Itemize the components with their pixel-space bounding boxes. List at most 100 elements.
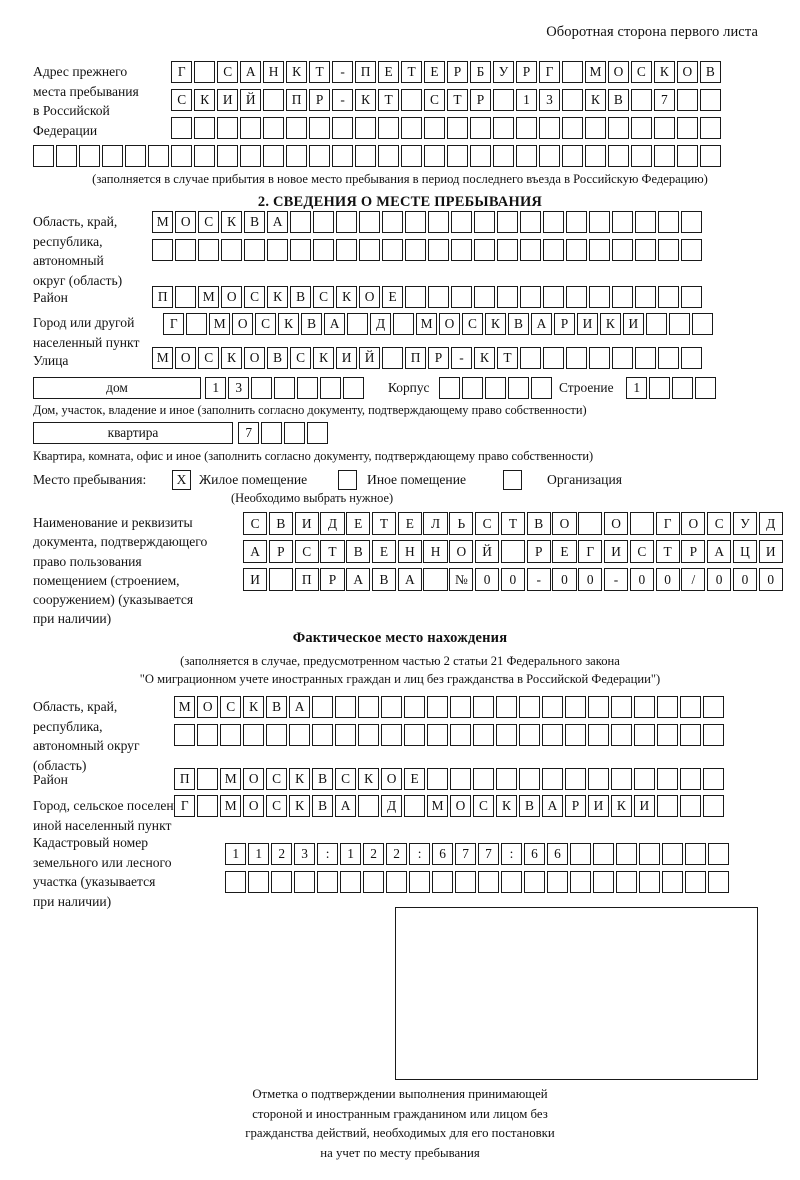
cadastral-cell-r1-20[interactable] <box>661 843 684 865</box>
region-cell-r2-15[interactable] <box>473 239 496 261</box>
prev-address-cell-r4-5[interactable] <box>124 145 147 167</box>
actual-region-cell-r1-1[interactable]: М <box>174 696 196 718</box>
region-cell-r1-12[interactable] <box>404 211 427 233</box>
cadastral-cell-r1-15[interactable]: 6 <box>546 843 569 865</box>
cadastral-cell-r1-8[interactable]: 2 <box>385 843 408 865</box>
prev-address-cell-r1-15[interactable]: У <box>492 61 515 83</box>
actual-region-cell-r1-17[interactable] <box>541 696 564 718</box>
district-cell-23[interactable] <box>657 286 680 308</box>
street-cell-19[interactable] <box>565 347 588 369</box>
prev-address-cell-r2-5[interactable] <box>262 89 285 111</box>
document-cell-r1-7[interactable]: Е <box>397 512 422 535</box>
document-cell-r3-17[interactable]: 0 <box>655 568 680 591</box>
actual-district-cell-24[interactable] <box>702 768 725 790</box>
region-cell-r2-18[interactable] <box>542 239 565 261</box>
cadastral-cell-r2-4[interactable] <box>293 871 316 893</box>
cadastral-cell-r1-12[interactable]: 7 <box>477 843 500 865</box>
district-cell-6[interactable]: К <box>266 286 289 308</box>
document-cell-r2-10[interactable]: Й <box>475 540 500 563</box>
actual-district-cell-13[interactable] <box>449 768 472 790</box>
actual-region-cell-r1-8[interactable] <box>334 696 357 718</box>
document-cell-r3-16[interactable]: 0 <box>629 568 654 591</box>
region-cell-r1-18[interactable] <box>542 211 565 233</box>
document-cell-r2-1[interactable]: А <box>243 540 268 563</box>
document-cell-r2-11[interactable] <box>500 540 525 563</box>
actual-region-cell-r2-16[interactable] <box>518 724 541 746</box>
district-cell-24[interactable] <box>680 286 703 308</box>
document-cell-r2-17[interactable]: Т <box>655 540 680 563</box>
actual-region-cell-r2-15[interactable] <box>495 724 518 746</box>
prev-address-cell-r2-19[interactable]: К <box>584 89 607 111</box>
prev-address-cell-r3-11[interactable] <box>400 117 423 139</box>
actual-region-cell-r2-18[interactable] <box>564 724 587 746</box>
region-cell-r2-11[interactable] <box>381 239 404 261</box>
document-cell-r2-6[interactable]: Е <box>371 540 397 563</box>
cadastral-cell-r2-12[interactable] <box>477 871 500 893</box>
prev-address-cell-r3-14[interactable] <box>469 117 492 139</box>
region-cell-r1-5[interactable]: В <box>243 211 266 233</box>
prev-address-cell-r2-22[interactable]: 7 <box>653 89 676 111</box>
street-cell-1[interactable]: М <box>152 347 174 369</box>
prev-address-cell-r2-18[interactable] <box>561 89 584 111</box>
document-cell-r3-6[interactable]: В <box>371 568 397 591</box>
document-cell-r3-12[interactable]: - <box>526 568 551 591</box>
prev-address-cell-r3-23[interactable] <box>676 117 699 139</box>
street-cell-21[interactable] <box>611 347 634 369</box>
prev-address-cell-r4-19[interactable] <box>446 145 469 167</box>
cadastral-row-2[interactable] <box>225 871 731 893</box>
flat-cell-4[interactable] <box>306 422 329 444</box>
house-cell-6[interactable] <box>319 377 342 399</box>
district-cell-16[interactable] <box>496 286 519 308</box>
cadastral-cell-r2-20[interactable] <box>661 871 684 893</box>
prev-address-cell-r3-21[interactable] <box>630 117 653 139</box>
prev-address-cell-r1-5[interactable]: Н <box>262 61 285 83</box>
actual-city-cell-23[interactable] <box>679 795 702 817</box>
region-cell-r1-4[interactable]: К <box>220 211 243 233</box>
cadastral-cell-r1-10[interactable]: 6 <box>431 843 454 865</box>
city-cell-20[interactable]: К <box>599 313 622 335</box>
prev-address-cell-r3-16[interactable] <box>515 117 538 139</box>
actual-district-cell-4[interactable]: О <box>242 768 265 790</box>
actual-district-cell-7[interactable]: В <box>311 768 334 790</box>
prev-address-cell-r4-7[interactable] <box>170 145 193 167</box>
street-cell-11[interactable] <box>381 347 404 369</box>
prev-address-cell-r2-6[interactable]: П <box>285 89 308 111</box>
actual-region-cell-r1-6[interactable]: А <box>288 696 311 718</box>
document-cell-r1-10[interactable]: С <box>475 512 500 535</box>
actual-region-cell-r2-10[interactable] <box>380 724 403 746</box>
cadastral-cell-r2-19[interactable] <box>638 871 661 893</box>
street-cell-15[interactable]: К <box>473 347 496 369</box>
prev-address-cell-r2-13[interactable]: Т <box>446 89 469 111</box>
actual-region-cell-r2-21[interactable] <box>633 724 656 746</box>
region-cell-r2-14[interactable] <box>450 239 473 261</box>
actual-district-cell-17[interactable] <box>541 768 564 790</box>
stroenie-cell-4[interactable] <box>694 377 717 399</box>
document-cell-r3-4[interactable]: Р <box>320 568 345 591</box>
prev-address-cell-r4-25[interactable] <box>584 145 607 167</box>
document-cell-r2-3[interactable]: С <box>294 540 319 563</box>
city-cell-10[interactable]: Д <box>369 313 392 335</box>
document-cell-r2-13[interactable]: Е <box>552 540 577 563</box>
house-cell-2[interactable]: 3 <box>227 377 250 399</box>
prev-address-cell-r3-17[interactable] <box>538 117 561 139</box>
region-cell-r1-10[interactable] <box>358 211 381 233</box>
region-cell-r1-9[interactable] <box>335 211 358 233</box>
region-cell-r2-1[interactable] <box>152 239 174 261</box>
cadastral-cell-r1-5[interactable]: : <box>316 843 339 865</box>
district-cell-22[interactable] <box>634 286 657 308</box>
prev-address-cell-r2-15[interactable] <box>492 89 515 111</box>
prev-address-cell-r3-19[interactable] <box>584 117 607 139</box>
region-cell-r2-3[interactable] <box>197 239 220 261</box>
street-cell-17[interactable] <box>519 347 542 369</box>
prev-address-cell-r1-22[interactable]: К <box>653 61 676 83</box>
actual-region-cell-r2-19[interactable] <box>587 724 610 746</box>
actual-district-cell-23[interactable] <box>679 768 702 790</box>
street-cell-2[interactable]: О <box>174 347 197 369</box>
prev-address-cell-r1-13[interactable]: Р <box>446 61 469 83</box>
prev-address-cell-r2-4[interactable]: Й <box>239 89 262 111</box>
city-cell-24[interactable] <box>691 313 714 335</box>
document-cell-r3-8[interactable] <box>423 568 448 591</box>
actual-city-cell-2[interactable] <box>196 795 219 817</box>
actual-region-cell-r2-4[interactable] <box>242 724 265 746</box>
